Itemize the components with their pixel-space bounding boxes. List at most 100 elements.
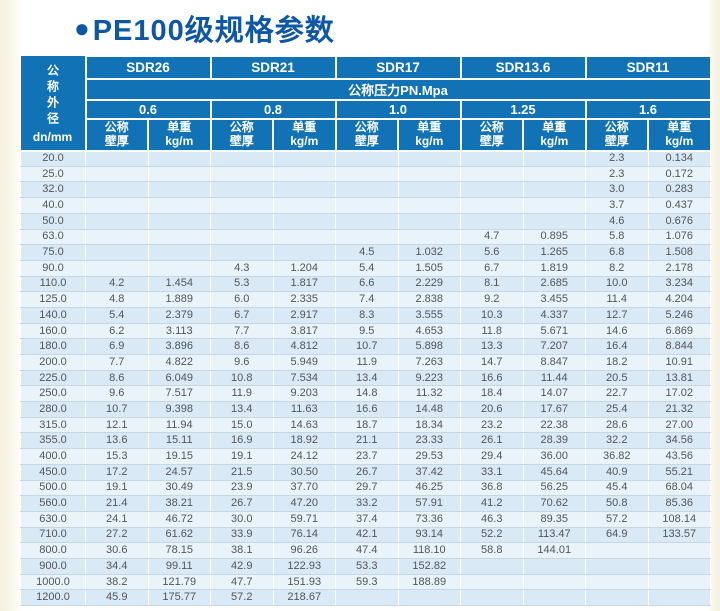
value-cell	[85, 244, 149, 261]
value-cell: 78.15	[147, 542, 211, 559]
value-cell: 57.2	[210, 589, 274, 607]
value-cell	[272, 244, 336, 261]
value-cell: 14.6	[585, 323, 649, 340]
value-cell: 11.4	[585, 291, 649, 308]
value-cell: 45.9	[85, 589, 149, 607]
weight-header: 单重 kg/m	[397, 118, 462, 152]
value-cell: 55.21	[647, 464, 711, 481]
value-cell: 6.6	[335, 276, 399, 293]
dn-cell: 180.0	[20, 338, 86, 356]
value-cell: 57.2	[585, 511, 649, 528]
value-cell: 175.77	[147, 589, 211, 607]
value-cell: 17.02	[647, 385, 711, 403]
value-cell: 47.20	[272, 495, 336, 512]
value-cell: 152.82	[397, 558, 461, 575]
value-cell: 121.79	[147, 574, 211, 591]
value-cell: 45.64	[522, 464, 586, 481]
value-cell: 45.4	[585, 480, 649, 497]
thickness-header: 公称 壁厚	[84, 118, 149, 152]
value-cell	[397, 197, 461, 214]
value-cell: 4.3	[210, 260, 274, 277]
value-cell: 10.91	[647, 354, 711, 371]
dn-cell: 250.0	[20, 385, 86, 403]
value-cell: 11.94	[147, 417, 211, 434]
value-cell: 21.32	[647, 401, 711, 418]
table-row: 20.0 2.3 0.134	[20, 150, 711, 167]
value-cell: 42.9	[210, 558, 274, 575]
value-cell: 38.21	[147, 495, 211, 512]
value-cell	[647, 558, 711, 575]
value-cell: 1.076	[647, 229, 711, 246]
weight-header: 单重 kg/m	[647, 118, 712, 152]
value-cell: 1.819	[522, 260, 586, 277]
value-cell	[272, 181, 336, 199]
dn-cell: 125.0	[20, 291, 86, 308]
value-cell	[522, 558, 586, 575]
value-cell: 16.6	[460, 370, 524, 387]
value-cell: 4.8	[85, 291, 149, 308]
value-cell: 30.49	[147, 480, 211, 497]
value-cell: 8.847	[522, 354, 586, 371]
value-cell: 50.8	[585, 495, 649, 512]
dn-cell: 75.0	[20, 244, 86, 261]
dn-cell: 110.0	[20, 276, 86, 293]
value-cell: 27.00	[647, 417, 711, 434]
value-cell	[460, 558, 524, 575]
value-cell	[647, 589, 711, 607]
value-cell: 6.2	[85, 323, 149, 340]
value-cell: 23.2	[460, 417, 524, 434]
value-cell: 56.25	[522, 480, 586, 497]
value-cell: 5.8	[585, 229, 649, 246]
value-cell: 34.4	[85, 558, 149, 575]
value-cell: 8.2	[585, 260, 649, 277]
table-row: 225.0 8.6 6.049 10.8 7.534 13.4 9.223 16.6 11.44…	[20, 370, 711, 387]
value-cell: 11.63	[272, 401, 336, 418]
value-cell: 113.47	[522, 527, 586, 544]
value-cell	[522, 574, 586, 591]
table-row: 50.0 4.6 0.676	[20, 213, 711, 230]
value-cell: 17.2	[85, 464, 149, 481]
value-cell: 5.3	[210, 276, 274, 293]
value-cell: 3.896	[147, 338, 211, 356]
value-cell	[85, 260, 149, 277]
value-cell: 70.62	[522, 495, 586, 512]
value-cell	[522, 166, 586, 183]
value-cell: 19.1	[210, 448, 274, 465]
value-cell: 10.8	[210, 370, 274, 387]
value-cell: 21.4	[85, 495, 149, 512]
value-cell	[210, 244, 274, 261]
value-cell: 53.3	[335, 558, 399, 575]
value-cell: 6.7	[460, 260, 524, 277]
table-row: 355.0 13.6 15.11 16.9 18.92 21.1 23.33 26.1 28.3…	[20, 432, 711, 450]
value-cell	[397, 150, 461, 167]
value-cell	[522, 213, 586, 230]
value-cell: 2.178	[647, 260, 711, 277]
value-cell: 21.1	[335, 432, 399, 450]
corner-vertical-label: 公称外径	[45, 63, 60, 128]
value-cell: 3.7	[585, 197, 649, 214]
value-cell: 41.2	[460, 495, 524, 512]
value-cell: 23.9	[210, 480, 274, 497]
value-cell: 3.455	[522, 291, 586, 308]
value-cell	[335, 181, 399, 199]
pressure-title: 公称压力PN.Mpa	[84, 78, 712, 101]
value-cell: 9.5	[335, 323, 399, 340]
sdr-header-sdr21: SDR21	[209, 55, 337, 80]
value-cell	[272, 213, 336, 230]
value-cell: 6.0	[210, 291, 274, 308]
value-cell: 3.0	[585, 181, 649, 199]
value-cell: 12.7	[585, 307, 649, 324]
value-cell: 4.653	[397, 323, 461, 340]
value-cell: 7.7	[210, 323, 274, 340]
value-cell: 15.3	[85, 448, 149, 465]
sdr-header-sdr26: SDR26	[84, 55, 212, 80]
value-cell: 1.889	[147, 291, 211, 308]
value-cell: 38.1	[210, 542, 274, 559]
table-row: 900.0 34.4 99.11 42.9 122.93 53.3 152.82	[20, 558, 711, 575]
value-cell: 26.1	[460, 432, 524, 450]
dn-cell: 560.0	[20, 495, 86, 512]
weight-header: 单重 kg/m	[522, 118, 587, 152]
dn-cell: 20.0	[20, 150, 86, 167]
value-cell: 10.3	[460, 307, 524, 324]
dn-cell: 710.0	[20, 527, 86, 544]
